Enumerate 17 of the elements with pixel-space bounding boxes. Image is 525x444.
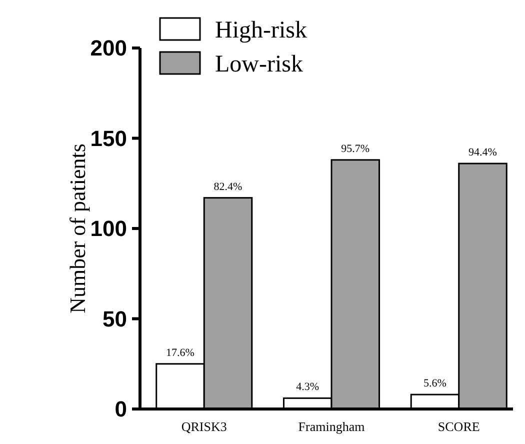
annotation: 94.4% xyxy=(468,146,497,159)
annotation: 82.4% xyxy=(214,180,242,193)
annotation: 95.7% xyxy=(341,142,370,155)
y-tick-label: 100 xyxy=(90,216,127,242)
legend-label: High-risk xyxy=(215,17,307,44)
x-tick-label: SCORE xyxy=(438,419,480,434)
x-tick-label: QRISK3 xyxy=(181,419,227,434)
annotation: 5.6% xyxy=(424,378,446,390)
y-tick-label: 50 xyxy=(102,306,127,332)
annotation: 4.3% xyxy=(296,381,320,394)
y-tick-label: 150 xyxy=(90,126,127,151)
x-tick-label: Framingham xyxy=(298,419,365,434)
y-tick-label: 200 xyxy=(90,36,127,61)
legend-label: Low-risk xyxy=(215,51,303,78)
y-tick-label: 0 xyxy=(114,396,127,422)
y-axis-title: Number of patients xyxy=(65,144,90,314)
annotation: 17.6% xyxy=(166,346,194,359)
